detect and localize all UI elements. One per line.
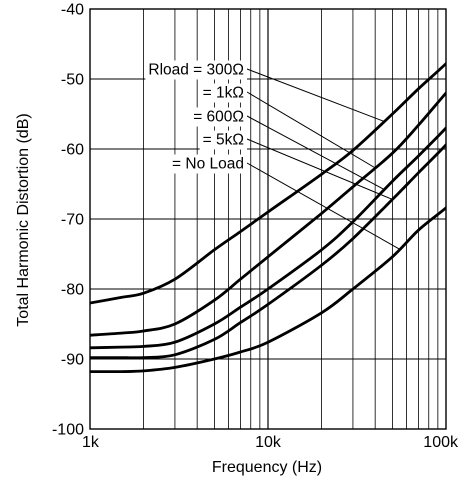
y-tick-label: -90 xyxy=(61,352,84,369)
annotation-background xyxy=(190,107,247,127)
series-line-3 xyxy=(90,125,446,350)
series-annotation: = 1kΩ xyxy=(203,85,244,102)
label-leader-lines xyxy=(246,68,401,250)
annotation-leader-line xyxy=(246,138,393,200)
annotation-background xyxy=(199,130,247,150)
series-annotation: = No Load xyxy=(172,156,244,173)
plot-frame xyxy=(89,8,447,430)
annotation-leader-line xyxy=(246,115,385,191)
annotation-background xyxy=(169,154,247,174)
y-tick-label: -40 xyxy=(61,2,84,19)
y-tick-label: -60 xyxy=(61,142,84,159)
x-tick-labels: 1k 10k 100k xyxy=(82,434,459,451)
x-axis-title: Frequency (Hz) xyxy=(212,459,322,476)
annotation-leader-line xyxy=(246,91,376,169)
y-axis-title: Total Harmonic Distortion (dB) xyxy=(15,113,32,326)
series-annotation: = 5kΩ xyxy=(203,132,244,149)
series-line-5 xyxy=(90,205,446,374)
y-tick-label: -70 xyxy=(61,212,84,229)
series-annotation: Rload = 300Ω xyxy=(148,62,244,79)
series-annotations: Rload = 300Ω = 1kΩ = 600Ω = 5kΩ = No Load xyxy=(145,60,247,174)
annotation-leader-line xyxy=(246,68,385,122)
annotation-background xyxy=(145,60,247,80)
x-tick-label: 1k xyxy=(82,434,100,451)
grid xyxy=(90,9,446,429)
annotation-background xyxy=(199,83,247,103)
series-line-2 xyxy=(90,90,446,337)
y-tick-label: -80 xyxy=(61,282,84,299)
x-tick-label: 10k xyxy=(255,434,282,451)
y-tick-labels: -40 -50 -60 -70 -80 -90 -100 xyxy=(52,2,84,439)
series-line-4 xyxy=(90,142,446,360)
series-line-1 xyxy=(90,61,446,305)
y-tick-label: -100 xyxy=(52,422,84,439)
x-tick-label: 100k xyxy=(423,434,459,451)
data-curves xyxy=(90,61,446,374)
y-tick-label: -50 xyxy=(61,72,84,89)
series-annotation: = 600Ω xyxy=(193,109,244,126)
annotation-leader-line xyxy=(246,162,401,250)
